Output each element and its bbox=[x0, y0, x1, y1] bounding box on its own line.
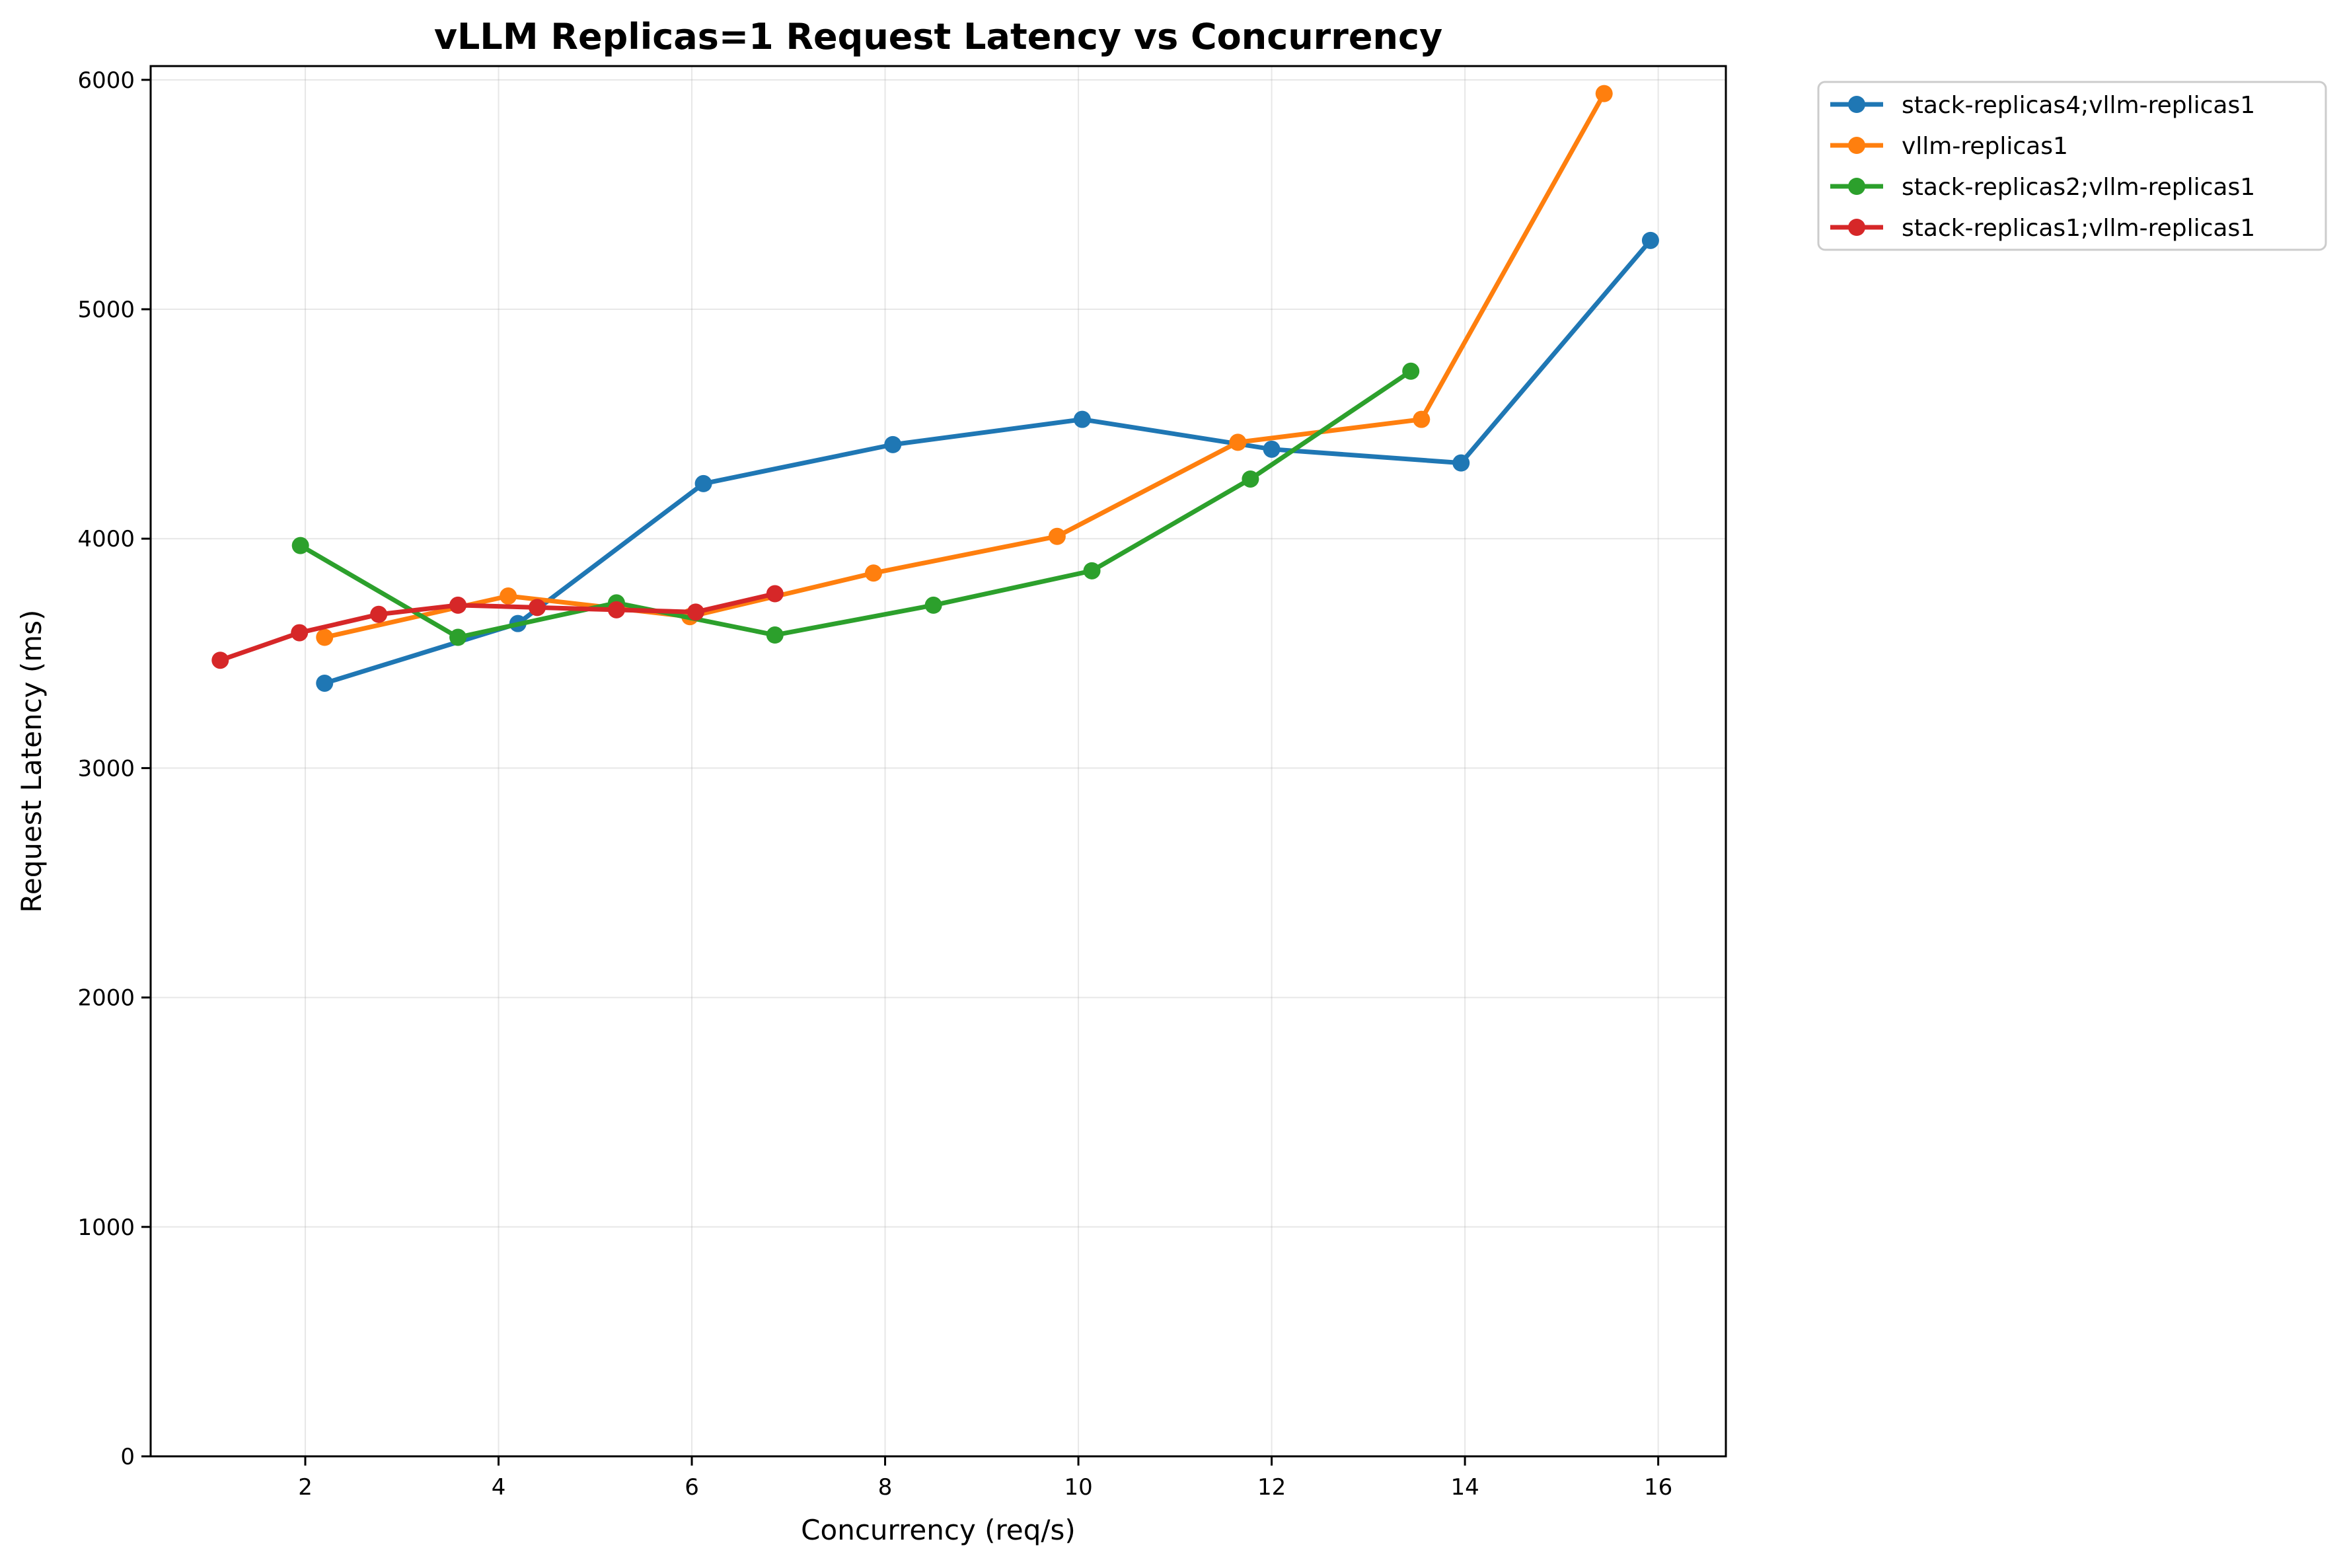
data-point bbox=[687, 603, 704, 620]
legend-label: stack-replicas1;vllm-replicas1 bbox=[1902, 215, 2255, 242]
legend: stack-replicas4;vllm-replicas1 vllm-repli… bbox=[1818, 82, 2326, 250]
x-tick-label: 10 bbox=[1064, 1474, 1092, 1501]
y-tick-label: 6000 bbox=[77, 67, 135, 94]
y-tick-label: 4000 bbox=[77, 526, 135, 552]
data-point bbox=[1452, 455, 1469, 472]
data-point bbox=[1263, 441, 1281, 458]
x-tick-label: 6 bbox=[685, 1474, 699, 1501]
data-point bbox=[766, 585, 784, 603]
data-point bbox=[1074, 411, 1091, 428]
data-point bbox=[1084, 562, 1101, 579]
y-tick-label: 3000 bbox=[77, 755, 135, 782]
y-tick-label: 2000 bbox=[77, 985, 135, 1012]
x-tick-label: 2 bbox=[298, 1474, 313, 1501]
x-tick-label: 4 bbox=[492, 1474, 506, 1501]
y-axis-label: Request Latency (ms) bbox=[15, 610, 48, 913]
y-tick-label: 0 bbox=[120, 1444, 135, 1470]
data-point bbox=[1229, 433, 1246, 451]
data-point bbox=[1642, 232, 1659, 249]
chart-title: vLLM Replicas=1 Request Latency vs Concu… bbox=[434, 16, 1442, 57]
legend-swatch-marker bbox=[1848, 219, 1865, 236]
data-point bbox=[1596, 85, 1613, 102]
data-point bbox=[1413, 411, 1430, 428]
data-point bbox=[211, 652, 229, 669]
data-point bbox=[500, 587, 517, 605]
legend-swatch-marker bbox=[1848, 137, 1865, 154]
legend-label: vllm-replicas1 bbox=[1902, 133, 2068, 160]
y-tick-label: 1000 bbox=[77, 1214, 135, 1241]
data-point bbox=[449, 597, 466, 614]
data-point bbox=[449, 629, 466, 646]
legend-swatch-marker bbox=[1848, 178, 1865, 195]
data-point bbox=[1049, 528, 1066, 545]
data-point bbox=[695, 475, 712, 492]
data-point bbox=[608, 601, 625, 618]
x-axis-label: Concurrency (req/s) bbox=[801, 1514, 1076, 1546]
data-point bbox=[529, 599, 546, 616]
legend-label: stack-replicas4;vllm-replicas1 bbox=[1902, 92, 2255, 119]
x-tick-label: 14 bbox=[1450, 1474, 1479, 1501]
data-point bbox=[316, 629, 333, 646]
x-tick-label: 8 bbox=[878, 1474, 893, 1501]
data-point bbox=[884, 436, 901, 453]
data-point bbox=[766, 626, 784, 644]
data-point bbox=[316, 675, 333, 692]
data-point bbox=[1242, 470, 1259, 488]
y-tick-label: 5000 bbox=[77, 297, 135, 323]
x-tick-label: 16 bbox=[1644, 1474, 1672, 1501]
data-point bbox=[291, 624, 308, 642]
legend-label: stack-replicas2;vllm-replicas1 bbox=[1902, 174, 2255, 201]
data-point bbox=[1402, 363, 1419, 380]
data-point bbox=[865, 564, 882, 581]
data-point bbox=[292, 537, 309, 554]
legend-swatch-marker bbox=[1848, 96, 1865, 113]
x-tick-label: 12 bbox=[1257, 1474, 1286, 1501]
data-point bbox=[370, 606, 387, 623]
data-point bbox=[925, 597, 942, 614]
